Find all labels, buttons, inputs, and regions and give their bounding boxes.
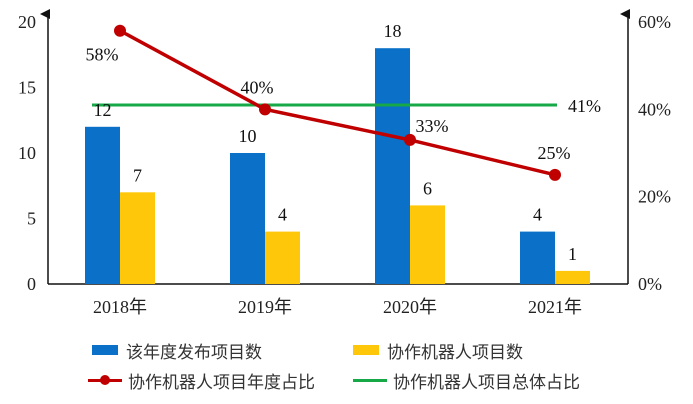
- yearly-ratio-line: [119, 29, 556, 177]
- yearly-ratio-point: [259, 103, 271, 116]
- legend-swatch-blue: [92, 345, 118, 355]
- left-tick-label: 20: [18, 12, 36, 32]
- bar-value-label: 12: [94, 100, 112, 120]
- legend-item-bar-series-2[interactable]: 协作机器人项目数: [353, 338, 523, 363]
- yearly-ratio-label: 58%: [86, 45, 119, 65]
- legend-swatch-green-line: [353, 372, 387, 388]
- bar-collab-projects: [555, 270, 590, 284]
- legend-label: 协作机器人项目数: [387, 342, 523, 363]
- legend-label: 协作机器人项目年度占比: [128, 372, 315, 393]
- right-tick-label: 0%: [638, 274, 662, 294]
- legend-label: 该年度发布项目数: [126, 342, 262, 363]
- legend: 该年度发布项目数 协作机器人项目数 协作机器人项目年度占比 协作机器人项目总体占…: [0, 330, 693, 404]
- left-tick-label: 5: [27, 209, 36, 229]
- bar-total-projects: [520, 231, 555, 284]
- yearly-ratio-point: [404, 133, 416, 146]
- legend-item-line-series-2[interactable]: 协作机器人项目总体占比: [353, 368, 580, 393]
- bar-value-label: 18: [384, 21, 402, 41]
- x-tick-label: 2020年: [383, 297, 437, 317]
- legend-swatch-red-line: [88, 372, 122, 388]
- bar-value-label: 1: [568, 244, 577, 264]
- bar-value-label: 10: [239, 126, 257, 146]
- right-tick-label: 60%: [638, 12, 671, 32]
- bar-collab-projects: [265, 231, 300, 284]
- yearly-ratio-point: [549, 168, 561, 181]
- yearly-ratio-label: 33%: [416, 116, 449, 136]
- right-tick-label: 40%: [638, 99, 671, 119]
- bar-value-label: 4: [278, 205, 287, 225]
- bar-value-label: 6: [423, 178, 432, 198]
- bar-value-label: 4: [533, 205, 542, 225]
- legend-swatch-yellow: [353, 345, 379, 355]
- legend-item-bar-series-1[interactable]: 该年度发布项目数: [92, 338, 262, 363]
- bar-total-projects: [375, 48, 410, 285]
- bar-total-projects: [85, 126, 120, 284]
- yearly-ratio-point: [114, 24, 126, 37]
- bar-value-label: 7: [133, 165, 142, 185]
- chart: 0 5 10 15 20 0% 20% 40% 60% 2018年 2019年 2020年 2021年 1…: [18, 9, 671, 317]
- x-tick-label: 2021年: [528, 297, 582, 317]
- yearly-ratio-label: 40%: [241, 77, 274, 97]
- bar-collab-projects: [120, 192, 155, 284]
- x-tick-label: 2018年: [93, 297, 147, 317]
- bar-collab-projects: [410, 205, 445, 284]
- yearly-ratio-label: 25%: [538, 143, 571, 163]
- x-tick-label: 2019年: [238, 297, 292, 317]
- left-tick-label: 0: [27, 274, 36, 294]
- bar-total-projects: [230, 153, 265, 284]
- right-tick-label: 20%: [638, 187, 671, 207]
- overall-ratio-label: 41%: [568, 96, 601, 116]
- legend-item-line-series-1[interactable]: 协作机器人项目年度占比: [88, 368, 315, 393]
- left-tick-label: 15: [18, 78, 36, 98]
- legend-label: 协作机器人项目总体占比: [393, 372, 580, 393]
- left-tick-label: 10: [18, 143, 36, 163]
